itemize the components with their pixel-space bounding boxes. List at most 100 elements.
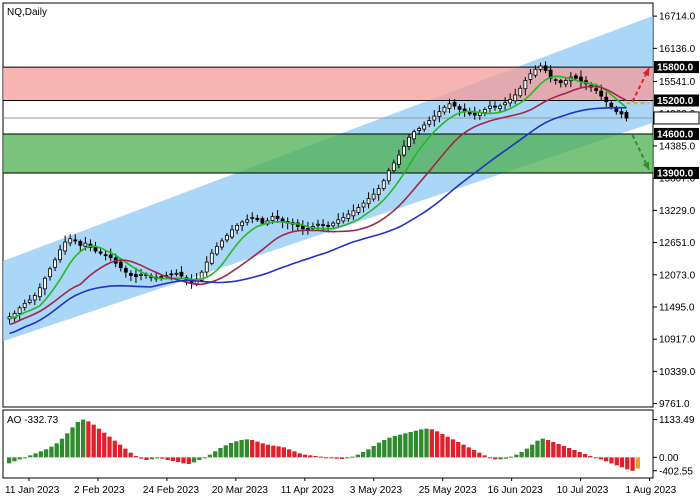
- ao-bar: [7, 457, 12, 464]
- candle-body: [447, 103, 452, 109]
- ao-bar: [545, 440, 551, 458]
- ao-bar: [577, 452, 582, 458]
- candle-body: [209, 252, 214, 264]
- ao-bar: [487, 457, 493, 459]
- ao-bar: [376, 442, 382, 458]
- ma-line-fast: [9, 75, 628, 320]
- ao-bar: [604, 457, 609, 462]
- ao-bar: [144, 457, 149, 460]
- ao-bar: [371, 446, 376, 458]
- candle-body: [17, 307, 22, 314]
- ao-bar: [65, 433, 70, 458]
- ao-bar: [197, 457, 202, 460]
- candle-body: [255, 217, 260, 221]
- candle-body: [376, 188, 381, 196]
- ao-bar: [366, 449, 371, 458]
- ao-bar: [149, 457, 154, 460]
- candle-body: [523, 80, 528, 90]
- ao-bar: [59, 438, 65, 458]
- forecast-arrowhead: [642, 161, 650, 170]
- ao-bar: [281, 447, 287, 458]
- y-tick-label: 11495.0: [659, 302, 695, 313]
- ma-line-mid: [9, 85, 627, 326]
- ao-bar: [260, 443, 265, 458]
- candle-body: [391, 162, 396, 172]
- candle-body: [336, 219, 341, 224]
- candle-body: [482, 109, 487, 113]
- ao-bar: [535, 440, 540, 458]
- ao-bar: [498, 457, 503, 460]
- ao-bar: [630, 457, 635, 471]
- candle-body: [432, 115, 437, 121]
- candle-body: [103, 254, 108, 257]
- ao-bar: [313, 456, 318, 458]
- candle-body: [427, 120, 432, 125]
- candle-body: [316, 223, 320, 226]
- candle-body: [624, 112, 629, 119]
- ao-bar: [514, 454, 519, 458]
- ao-bar: [75, 422, 80, 458]
- candle-body: [356, 207, 361, 213]
- candle-body: [366, 198, 371, 205]
- candle-body: [508, 99, 513, 104]
- ao-bar: [160, 457, 165, 459]
- x-tick-label: 24 Feb 2023: [143, 485, 200, 496]
- ao-bar: [17, 457, 22, 460]
- candle-body: [543, 65, 548, 71]
- ao-bar: [49, 446, 54, 458]
- candle-body: [361, 202, 366, 208]
- ao-bar: [397, 434, 403, 458]
- candle-body: [452, 101, 457, 107]
- candle-body: [250, 217, 255, 219]
- ao-bar: [339, 457, 345, 459]
- ao-bar: [456, 442, 461, 458]
- candle-body: [58, 249, 62, 261]
- y-tick-label: 12073.0: [659, 270, 696, 281]
- candle-body: [467, 112, 472, 115]
- candle-body: [351, 210, 356, 217]
- candle-body: [553, 79, 558, 81]
- ao-bar: [355, 454, 360, 458]
- candle-body: [371, 193, 376, 200]
- candle-body: [594, 88, 599, 91]
- candle-body: [134, 273, 138, 278]
- ao-bar: [524, 448, 530, 458]
- ao-bar: [318, 456, 323, 458]
- ao-bar: [588, 456, 593, 458]
- candle-body: [407, 136, 411, 147]
- candle-body: [214, 246, 219, 255]
- candle-body: [498, 105, 502, 109]
- candle-body: [275, 215, 280, 220]
- candle-body: [503, 102, 508, 106]
- ao-bar: [239, 440, 244, 458]
- level-tag-box: [654, 127, 699, 140]
- ao-bar: [38, 451, 43, 458]
- candle-body: [488, 105, 492, 109]
- ao-bar: [503, 457, 508, 459]
- ao-bar: [165, 457, 170, 460]
- candle-body: [518, 87, 523, 97]
- y-tick-label: 10339.0: [659, 367, 696, 378]
- candle-body: [118, 261, 123, 269]
- ao-bar: [96, 428, 102, 458]
- ao-bar: [139, 457, 144, 459]
- ao-bar: [202, 457, 207, 459]
- candle-body: [558, 80, 563, 84]
- ao-bar: [223, 445, 228, 458]
- ma-line-slow: [9, 106, 627, 335]
- y-tick-label: 16714.0: [659, 12, 696, 23]
- ao-bar: [250, 440, 255, 458]
- ao-bar: [117, 444, 123, 458]
- ao-bar: [360, 452, 366, 458]
- level-tag-label: 15800.0: [657, 63, 694, 74]
- candle-body: [78, 241, 83, 246]
- ao-bar: [403, 433, 408, 458]
- candle-body: [437, 111, 442, 117]
- candle-body: [457, 106, 462, 110]
- ao-indicator-panel: [2, 409, 654, 479]
- x-tick-label: 11 Jan 2023: [5, 485, 60, 496]
- candle-body: [174, 272, 179, 275]
- ao-bar: [91, 424, 96, 458]
- ao-bar: [86, 421, 91, 458]
